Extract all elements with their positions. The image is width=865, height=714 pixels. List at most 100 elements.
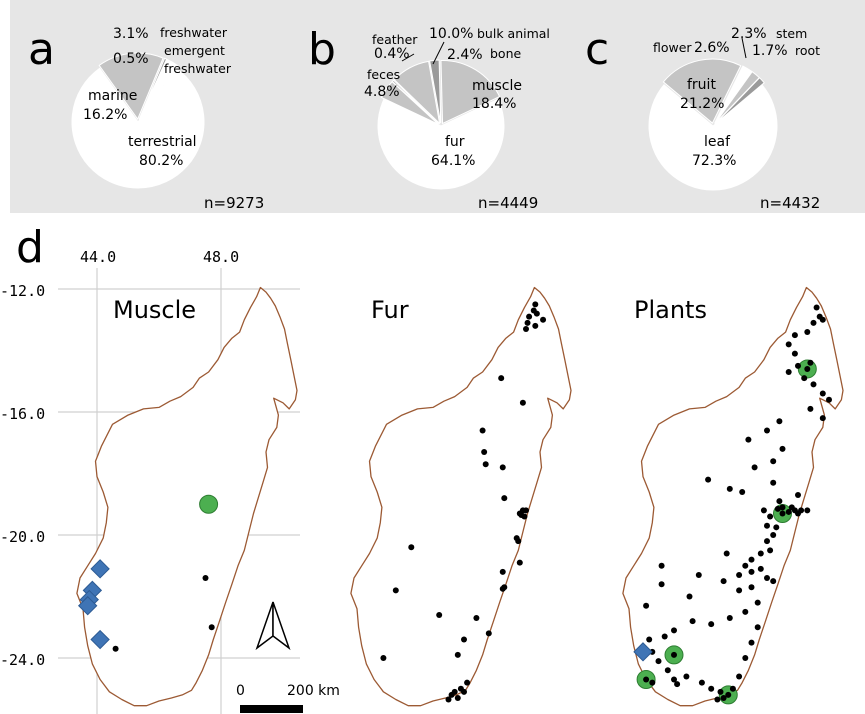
marker-point-plants-76 bbox=[742, 655, 749, 661]
pie-a-label-freshwater2: freshwater bbox=[164, 61, 232, 76]
pie-a-slice-freshwater bbox=[139, 58, 179, 120]
marker-point-fur-39 bbox=[445, 696, 452, 703]
pie-b-label-bulk: bulk animal bbox=[477, 26, 550, 41]
madagascar-coastline-plants bbox=[622, 286, 844, 707]
marker-point-plants-46 bbox=[748, 568, 755, 575]
panel-label-c: c bbox=[585, 24, 609, 75]
pie-c-label-fruit: fruit bbox=[687, 77, 716, 93]
marker-point-plants-33 bbox=[785, 508, 792, 515]
map-plants bbox=[622, 286, 844, 707]
marker-point-plants-50 bbox=[695, 571, 702, 578]
marker-point-plants-21 bbox=[779, 445, 786, 452]
marker-point-fur-13 bbox=[499, 464, 506, 471]
pie-c-label-root: root bbox=[795, 43, 820, 58]
marker-point-plants-18 bbox=[745, 436, 752, 443]
marker-point-plants-55 bbox=[736, 587, 743, 594]
marker-point-plants-54 bbox=[686, 593, 693, 600]
pie-chart-c: 2.3% stem 1.7% root flower 2.6% fruit 21… bbox=[648, 26, 820, 212]
pie-c-slice-fruit bbox=[662, 58, 742, 124]
marker-point-fur-29 bbox=[473, 615, 480, 622]
marker-point-fur-23 bbox=[516, 559, 523, 566]
pie-chart-a: 3.1% freshwater 0.5% emergent freshwater… bbox=[71, 25, 264, 212]
pie-b-pct-feather: 0.4% bbox=[374, 46, 410, 62]
marker-point-fur-40 bbox=[464, 679, 471, 686]
x-tick-label-48: 48.0 bbox=[203, 248, 239, 266]
marker-point-plants-23 bbox=[726, 485, 733, 492]
marker-circle-muscle-0 bbox=[199, 494, 219, 514]
marker-point-plants-13 bbox=[819, 390, 826, 397]
marker-point-plants-24 bbox=[739, 488, 746, 495]
pie-b-n-label: n=4449 bbox=[478, 194, 538, 212]
marker-point-plants-78 bbox=[754, 624, 761, 631]
pie-b-pct-bulk: 10.0% bbox=[429, 26, 473, 42]
panel-label-a: a bbox=[28, 24, 55, 75]
marker-point-fur-5 bbox=[523, 325, 529, 332]
pie-b-slice-fur bbox=[377, 98, 505, 190]
marker-point-plants-82 bbox=[671, 676, 677, 683]
marker-diamond-muscle-4 bbox=[90, 629, 110, 650]
pie-chart-b: feather 0.4% 10.0% bulk animal 2.4% bone… bbox=[364, 26, 550, 212]
y-tick-label-16: -16.0 bbox=[0, 405, 45, 423]
pie-a-label-emergent: emergent bbox=[164, 43, 225, 58]
pie-c-pct-flower: 2.6% bbox=[694, 40, 730, 56]
y-tick-label-12: -12.0 bbox=[0, 282, 45, 300]
marker-point-fur-22 bbox=[408, 544, 415, 551]
marker-point-plants-51 bbox=[658, 562, 665, 569]
marker-point-plants-25 bbox=[770, 479, 777, 486]
scale-bar-rect bbox=[240, 705, 303, 713]
marker-point-plants-74 bbox=[729, 685, 736, 692]
marker-point-plants-64 bbox=[646, 636, 653, 643]
marker-point-fur-12 bbox=[482, 461, 489, 468]
marker-point-fur-32 bbox=[454, 651, 461, 658]
map-panel-d: 44.0 48.0 -12.0 -16.0 -20.0 -24.0 Muscle… bbox=[0, 248, 844, 714]
marker-point-plants-59 bbox=[726, 615, 733, 622]
pie-c-pct-root: 1.7% bbox=[752, 43, 788, 59]
marker-point-plants-57 bbox=[754, 599, 761, 606]
marker-point-plants-45 bbox=[742, 562, 749, 569]
madagascar-coastline-muscle bbox=[76, 286, 298, 707]
marker-point-plants-22 bbox=[705, 476, 712, 483]
scale-bar: 0 200 km bbox=[236, 683, 340, 713]
marker-point-plants-16 bbox=[776, 418, 783, 425]
y-tick-label-20: -20.0 bbox=[0, 528, 45, 546]
pie-b-label-muscle: muscle bbox=[472, 78, 522, 94]
marker-point-plants-6 bbox=[785, 341, 792, 348]
marker-point-fur-6 bbox=[532, 322, 539, 329]
pie-c-slice-leaf bbox=[648, 84, 778, 191]
madagascar-coastline-fur bbox=[350, 286, 572, 707]
marker-point-plants-40 bbox=[770, 532, 777, 538]
map-muscle bbox=[76, 286, 298, 707]
marker-point-plants-58 bbox=[742, 608, 749, 615]
marker-point-plants-60 bbox=[708, 621, 715, 628]
marker-point-fur-31 bbox=[461, 636, 467, 643]
marker-point-plants-43 bbox=[757, 550, 764, 557]
marker-point-plants-42 bbox=[767, 547, 774, 554]
pie-c-label-leaf: leaf bbox=[704, 134, 731, 150]
marker-point-plants-27 bbox=[795, 492, 801, 499]
marker-point-plants-61 bbox=[689, 618, 696, 625]
marker-point-plants-52 bbox=[658, 581, 665, 588]
marker-point-fur-18 bbox=[523, 507, 529, 514]
pie-a-label-freshwater: freshwater bbox=[160, 25, 228, 40]
x-tick-label-44: 44.0 bbox=[80, 248, 116, 266]
marker-point-plants-8 bbox=[795, 362, 801, 369]
pie-a-label-terrestrial: terrestrial bbox=[128, 134, 197, 150]
marker-point-fur-35 bbox=[461, 688, 467, 695]
scale-bar-start-label: 0 bbox=[236, 683, 245, 699]
marker-point-plants-41 bbox=[764, 538, 770, 545]
marker-point-fur-28 bbox=[436, 611, 443, 618]
pie-b-slice-bulk-animal bbox=[393, 60, 441, 125]
pie-a-label-marine: marine bbox=[88, 88, 137, 104]
marker-point-plants-69 bbox=[698, 679, 705, 686]
marker-point-plants-26 bbox=[776, 498, 783, 505]
marker-point-plants-83 bbox=[649, 679, 656, 686]
marker-point-plants-11 bbox=[807, 359, 814, 366]
marker-diamond-muscle-3 bbox=[77, 596, 98, 616]
marker-point-fur-10 bbox=[479, 427, 486, 434]
pie-a-pct-terrestrial: 80.2% bbox=[139, 153, 183, 169]
north-arrow-icon bbox=[255, 601, 291, 651]
pie-b-pct-fur: 64.1% bbox=[431, 153, 475, 169]
marker-circle-center-2 bbox=[671, 651, 677, 658]
marker-circle-center-1 bbox=[779, 510, 786, 517]
marker-point-plants-36 bbox=[760, 507, 767, 514]
